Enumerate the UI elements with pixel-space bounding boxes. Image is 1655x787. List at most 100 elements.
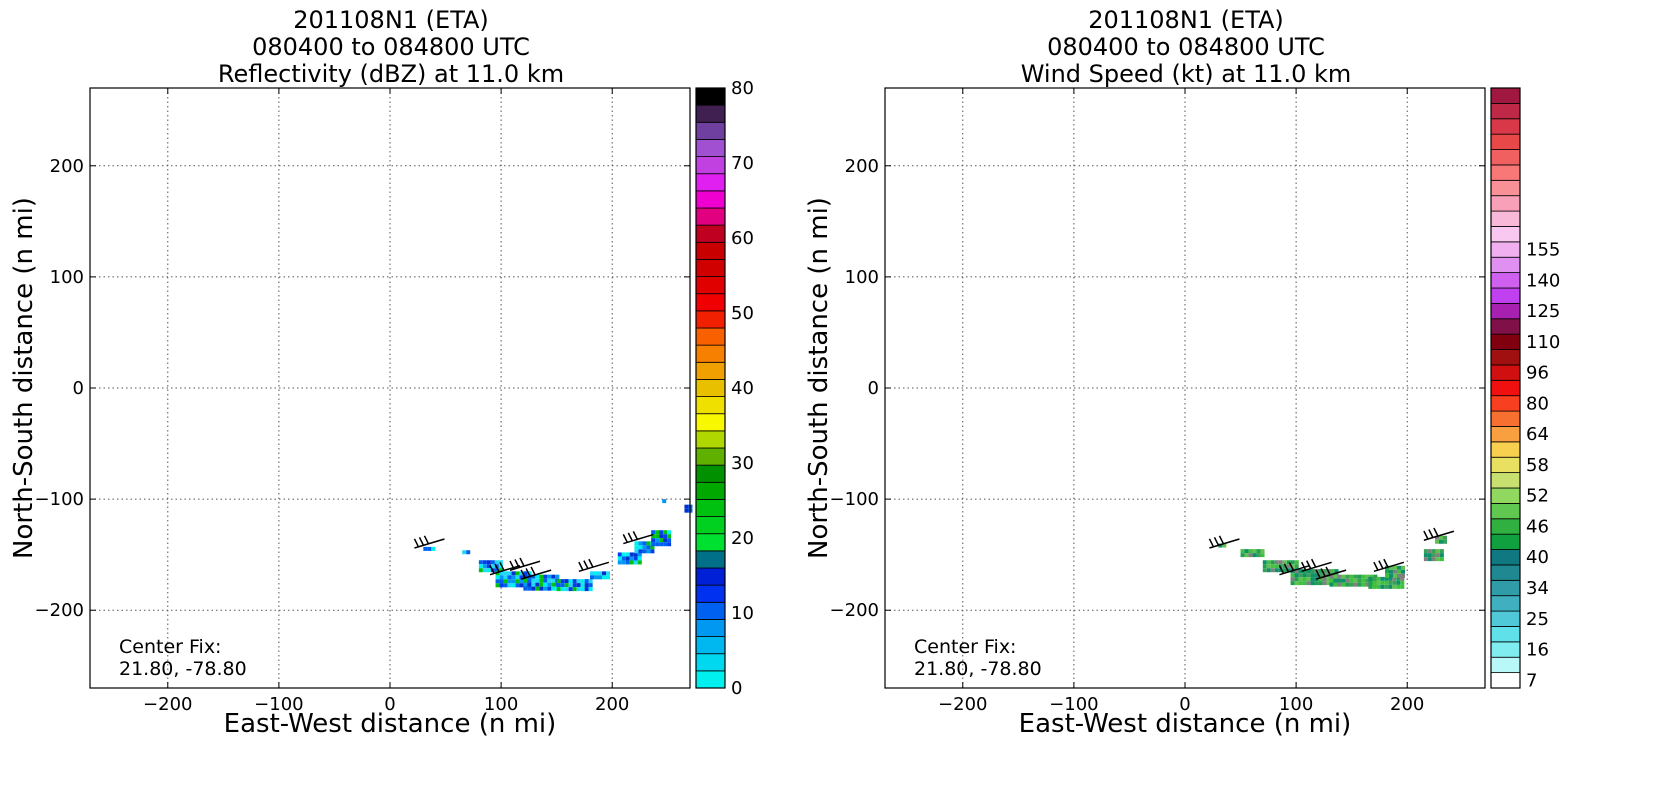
swath-cell xyxy=(1286,560,1291,565)
swath-cell xyxy=(1310,581,1315,586)
swath-cell xyxy=(527,582,532,587)
center-fix-value: 21.80, -78.80 xyxy=(914,658,1042,680)
swath-cell xyxy=(1329,578,1334,583)
swath-cell xyxy=(1435,553,1440,558)
swath-cell xyxy=(1345,574,1350,579)
colorbar-segment xyxy=(695,293,726,312)
swath-cell xyxy=(638,541,643,546)
swath-cell xyxy=(588,583,593,588)
swath-cell xyxy=(1290,573,1295,578)
swath-cell xyxy=(495,583,500,588)
swath-cell xyxy=(495,575,500,580)
swath-cell xyxy=(617,552,622,557)
swath-cell xyxy=(650,545,655,550)
colorbar-tick-label: 80 xyxy=(1526,393,1549,414)
colorbar-segment xyxy=(1490,302,1521,320)
swath-cell xyxy=(667,538,672,543)
swath-cell xyxy=(564,579,569,584)
swath-cell xyxy=(659,542,664,547)
colorbar-segment xyxy=(695,550,726,569)
swath-cell xyxy=(651,542,656,547)
swath-cell xyxy=(462,550,467,555)
swath-cell xyxy=(1357,574,1362,579)
swath-cell xyxy=(1376,580,1381,585)
swath-cell xyxy=(1294,573,1299,578)
y-tick-label: −100 xyxy=(35,489,84,510)
colorbar-segment xyxy=(695,87,726,106)
swath-cell xyxy=(1357,582,1362,587)
swath-cell xyxy=(531,586,536,591)
swath-cell xyxy=(1306,577,1311,582)
swath-cell xyxy=(1310,569,1315,574)
swath-cell xyxy=(634,549,639,554)
swath-cell xyxy=(572,583,577,588)
chart-title-line-1: 201108N1 (ETA) xyxy=(1088,6,1284,34)
colorbar-segment xyxy=(1490,533,1521,550)
y-tick-label: −200 xyxy=(830,600,879,621)
swath-cell xyxy=(1318,573,1323,578)
swath-cell xyxy=(535,586,540,591)
swath-cell xyxy=(551,574,556,579)
swath-cell xyxy=(1322,581,1327,586)
colorbar-segment xyxy=(1490,502,1521,520)
y-tick-label: −100 xyxy=(830,489,879,510)
swath-cell xyxy=(1345,578,1350,583)
swath-cell xyxy=(1294,581,1299,586)
swath-cell xyxy=(556,579,561,584)
colorbar-segment xyxy=(1490,518,1521,535)
chart-title-line-2: 080400 to 084800 UTC xyxy=(1047,33,1325,61)
swath-cell xyxy=(507,571,512,576)
swath-cell xyxy=(1401,573,1405,578)
colorbar-segment xyxy=(1490,564,1521,581)
colorbar-segment xyxy=(1490,102,1521,120)
x-tick-label: 100 xyxy=(1279,694,1313,715)
swath-cell xyxy=(1274,564,1279,569)
colorbar-tick-label: 70 xyxy=(731,153,754,174)
wind-barb-icon xyxy=(1315,566,1347,580)
swath-cell xyxy=(543,586,548,591)
swath-cell xyxy=(576,583,581,588)
swath-cell xyxy=(659,530,664,535)
swath-cell xyxy=(555,574,560,579)
swath-cell xyxy=(1400,580,1405,585)
swath-cell xyxy=(663,538,668,543)
swath-cell xyxy=(507,583,512,588)
colorbar-segment xyxy=(1490,487,1521,504)
swath-cell xyxy=(543,582,548,587)
center-fix-label: Center Fix: xyxy=(119,636,222,658)
swath-cell xyxy=(515,579,520,584)
swath-cell xyxy=(663,530,668,535)
swath-cell xyxy=(655,534,660,539)
swath-cell xyxy=(659,538,664,543)
swath-cell xyxy=(1361,582,1366,587)
swath-cell xyxy=(1365,578,1370,583)
swath-cell xyxy=(486,560,491,565)
colorbar-segment xyxy=(695,276,726,295)
swath-cell xyxy=(1333,574,1338,579)
swath-cell xyxy=(1372,580,1377,585)
swath-cell xyxy=(568,579,573,584)
swath-cell xyxy=(1431,549,1436,554)
swath-cell xyxy=(511,571,516,576)
colorbar-tick-label: 60 xyxy=(731,228,754,249)
colorbar-segment xyxy=(1490,149,1521,166)
swath-cell xyxy=(1431,557,1436,562)
swath-cell xyxy=(1294,569,1299,574)
colorbar-tick-label: 50 xyxy=(731,303,754,324)
swath-cell xyxy=(515,571,520,576)
swath-cell xyxy=(503,575,508,580)
swath-cell xyxy=(568,587,573,592)
swath-cell xyxy=(1349,582,1354,587)
colorbar-segment xyxy=(695,259,726,277)
swath-cell xyxy=(1384,580,1389,585)
swath-cell xyxy=(564,583,569,588)
wind-barb-icon xyxy=(520,566,552,580)
swath-cell xyxy=(1318,577,1323,582)
colorbar-segment xyxy=(1490,226,1521,243)
y-axis-label: North-South distance (n mi) xyxy=(804,197,834,559)
swath-cell xyxy=(663,542,668,547)
swath-cell xyxy=(1397,573,1401,578)
swath-cell xyxy=(651,538,656,543)
swath-cell xyxy=(1337,582,1342,587)
swath-cell xyxy=(1314,573,1319,578)
